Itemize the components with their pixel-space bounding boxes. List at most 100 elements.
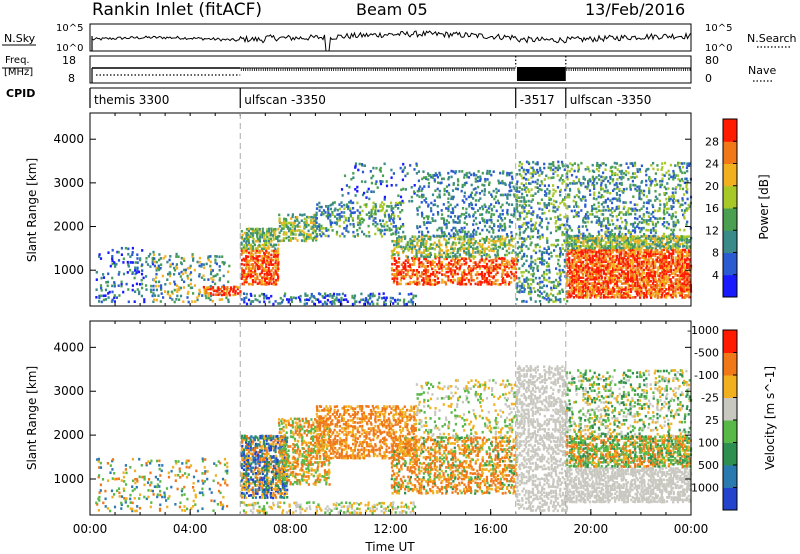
heatmap-cell [643,284,646,287]
heatmap-cell [563,258,566,262]
heatmap-cell [536,264,539,268]
heatmap-cell [285,236,288,240]
heatmap-cell [427,282,430,286]
heatmap-cell [372,216,375,220]
heatmap-cell [637,247,641,250]
heatmap-cell [688,270,691,274]
heatmap-cell [543,270,546,274]
heatmap-cell [685,285,688,289]
heatmap-cell [424,272,427,276]
heatmap-cell [654,236,657,240]
heatmap-cell [98,294,101,298]
heatmap-cell [321,294,324,298]
heatmap-cell [488,205,491,208]
heatmap-cell [429,263,432,266]
heatmap-cell [573,251,576,254]
heatmap-cell [511,272,514,276]
heatmap-cell [516,196,519,199]
heatmap-cell [187,300,190,304]
heatmap-cell [302,233,305,237]
heatmap-cell [391,277,394,280]
heatmap-cell [454,260,457,264]
heatmap-cell [521,243,524,246]
heatmap-cell [240,277,243,280]
heatmap-cell [363,203,366,207]
heatmap-cell [492,189,495,193]
heatmap-cell [657,240,660,244]
heatmap-cell [508,266,511,270]
heatmap-cell [536,235,539,239]
heatmap-cell [261,233,264,237]
heatmap-cell [536,282,539,285]
heatmap-cell [557,282,560,286]
heatmap-cell [422,195,425,198]
heatmap-cell [642,278,645,281]
heatmap-cell [425,249,428,252]
heatmap-cell [306,294,309,297]
heatmap-cell [627,278,630,282]
heatmap-cell [487,245,490,249]
heatmap-cell [274,227,277,231]
heatmap-cell [645,234,648,238]
heatmap-cell [478,249,482,253]
heatmap-cell [520,200,523,203]
heatmap-cell [277,227,280,231]
heatmap-cell [568,282,571,286]
heatmap-cell [672,252,675,256]
heatmap-cell [352,234,355,238]
heatmap-cell [329,293,332,296]
heatmap-cell [606,252,609,256]
heatmap-cell [667,256,670,259]
heatmap-cell [454,220,457,224]
heatmap-cell [527,247,530,251]
heatmap-cell [261,255,264,258]
heatmap-cell [432,174,435,177]
heatmap-cell [495,201,498,204]
heatmap-cell [257,245,260,248]
heatmap-cell [575,281,578,285]
heatmap-cell [200,263,203,266]
heatmap-cell [385,184,389,188]
heatmap-cell [244,278,247,282]
heatmap-cell [356,221,360,225]
heatmap-cell [327,205,330,208]
heatmap-cell [598,274,601,277]
heatmap-cell [280,229,283,232]
heatmap-cell [661,259,664,262]
heatmap-cell [468,171,471,175]
heatmap-cell [683,284,686,288]
heatmap-cell [399,272,402,276]
heatmap-cell [622,288,625,291]
heatmap-cell [351,219,355,222]
heatmap-cell [411,199,414,203]
heatmap-cell [652,280,655,283]
heatmap-cell [687,292,691,295]
heatmap-cell [645,243,648,246]
heatmap-cell [575,244,578,248]
heatmap-cell [547,296,550,299]
heatmap-cell [423,234,426,238]
heatmap-cell [611,256,614,260]
heatmap-cell [647,249,650,252]
heatmap-cell [643,256,646,260]
heatmap-cell [681,285,684,289]
heatmap-cell [677,254,680,257]
heatmap-cell [661,239,664,242]
heatmap-cell [545,249,548,252]
heatmap-cell [678,243,681,246]
heatmap-cell [657,274,660,277]
heatmap-cell [659,295,662,299]
heatmap-cell [624,246,627,250]
heatmap-cell [392,172,395,175]
heatmap-cell [618,266,621,270]
heatmap-cell [353,294,357,298]
heatmap-cell [611,245,614,248]
heatmap-cell [483,277,487,280]
heatmap-cell [406,243,409,247]
heatmap-cell [413,245,417,248]
heatmap-cell [424,266,427,270]
heatmap-cell [557,218,560,221]
heatmap-cell [552,203,555,207]
heatmap-cell [400,188,403,192]
heatmap-cell [575,274,578,277]
